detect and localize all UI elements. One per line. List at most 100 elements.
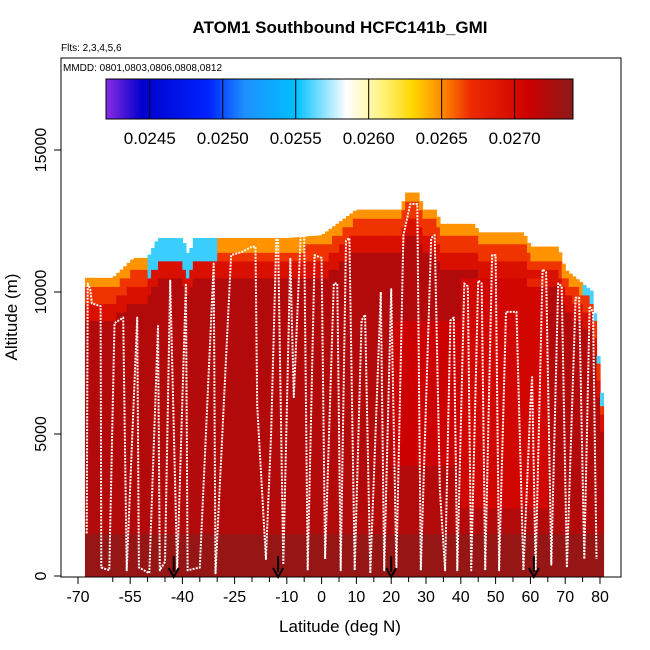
heatmap-cell xyxy=(297,414,302,424)
heatmap-cell xyxy=(95,397,100,407)
heatmap-cell xyxy=(189,490,194,500)
heatmap-cell xyxy=(252,448,257,458)
heatmap-cell xyxy=(175,320,180,330)
heatmap-cell xyxy=(429,533,434,543)
heatmap-cell xyxy=(394,363,399,373)
heatmap-cell xyxy=(377,209,382,219)
heatmap-cell xyxy=(258,431,264,441)
heatmap-cell xyxy=(485,232,490,236)
heatmap-cell xyxy=(432,550,438,560)
heatmap-cell xyxy=(509,354,514,364)
heatmap-cell xyxy=(506,388,511,398)
heatmap-cell xyxy=(450,524,455,534)
heatmap-cell xyxy=(217,311,222,321)
heatmap-cell xyxy=(234,303,239,313)
heatmap-cell xyxy=(252,405,257,415)
heatmap-cell xyxy=(88,422,93,432)
heatmap-cell xyxy=(325,380,330,390)
heatmap-cell xyxy=(314,465,319,475)
heatmap-cell xyxy=(210,524,215,534)
heatmap-cell xyxy=(265,439,270,449)
heatmap-cell xyxy=(192,260,197,270)
heatmap-cell xyxy=(467,337,472,347)
heatmap-cell xyxy=(227,294,232,304)
heatmap-cell xyxy=(332,252,337,262)
heatmap-cell xyxy=(408,354,413,364)
heatmap-cell xyxy=(460,550,465,560)
heatmap-cell xyxy=(189,431,194,441)
heatmap-cell xyxy=(492,252,497,262)
heatmap-cell xyxy=(450,380,455,390)
heatmap-cell xyxy=(206,397,211,407)
heatmap-cell xyxy=(460,397,465,407)
heatmap-cell xyxy=(325,269,330,279)
heatmap-cell xyxy=(450,507,455,517)
heatmap-cell xyxy=(248,541,253,552)
heatmap-cell xyxy=(370,303,375,313)
heatmap-cell xyxy=(300,499,305,509)
heatmap-cell xyxy=(439,465,444,475)
heatmap-cell xyxy=(272,363,277,373)
heatmap-cell xyxy=(95,507,100,517)
heatmap-cell xyxy=(471,345,476,356)
heatmap-cell xyxy=(241,448,246,458)
heatmap-cell xyxy=(495,363,500,373)
heatmap-cell xyxy=(443,260,448,270)
heatmap-cell xyxy=(513,524,518,534)
heatmap-cell xyxy=(311,456,316,466)
heatmap-cell xyxy=(95,414,100,424)
heatmap-cell xyxy=(311,235,316,245)
heatmap-cell xyxy=(171,286,177,296)
heatmap-cell xyxy=(405,328,410,339)
heatmap-cell xyxy=(318,431,323,441)
heatmap-cell xyxy=(192,252,197,262)
heatmap-cell xyxy=(384,507,389,517)
heatmap-cell xyxy=(178,354,183,364)
heatmap-cell xyxy=(412,414,417,424)
heatmap-cell xyxy=(457,235,462,245)
heatmap-cell xyxy=(328,567,333,577)
chart-title: ATOM1 Southbound HCFC141b_GMI xyxy=(193,18,488,37)
heatmap-cell xyxy=(140,337,145,347)
heatmap-cell xyxy=(255,354,260,364)
heatmap-cell xyxy=(318,337,323,347)
heatmap-cell xyxy=(366,243,371,253)
heatmap-cell xyxy=(495,465,500,475)
heatmap-cell xyxy=(245,328,250,339)
heatmap-cell xyxy=(265,414,270,424)
heatmap-cell xyxy=(506,405,511,415)
heatmap-cell xyxy=(492,516,497,526)
heatmap-cell xyxy=(238,238,243,245)
heatmap-cell xyxy=(272,550,277,560)
heatmap-cell xyxy=(161,311,166,321)
heatmap-cell xyxy=(314,380,319,390)
heatmap-cell xyxy=(391,209,396,219)
heatmap-cell xyxy=(335,226,340,236)
heatmap-cell xyxy=(478,260,483,270)
heatmap-cell xyxy=(339,269,344,279)
heatmap-cell xyxy=(158,397,163,407)
heatmap-cell xyxy=(321,269,326,279)
heatmap-cell xyxy=(457,260,462,270)
heatmap-cell xyxy=(467,320,472,330)
heatmap-cell xyxy=(485,414,490,424)
heatmap-cell xyxy=(245,422,250,432)
heatmap-cell xyxy=(366,277,371,287)
heatmap-cell xyxy=(213,354,218,364)
heatmap-cell xyxy=(88,533,93,543)
heatmap-cell xyxy=(405,482,410,492)
heatmap-cell xyxy=(178,422,183,432)
heatmap-cell xyxy=(349,380,354,390)
heatmap-cell xyxy=(234,533,239,543)
heatmap-cell xyxy=(241,533,246,543)
heatmap-cell xyxy=(366,456,371,466)
heatmap-cell xyxy=(387,397,392,407)
heatmap-cell xyxy=(335,482,340,492)
heatmap-cell xyxy=(408,448,413,458)
heatmap-cell xyxy=(439,311,444,321)
heatmap-cell xyxy=(171,371,177,381)
heatmap-cell xyxy=(217,320,222,330)
heatmap-cell xyxy=(499,235,504,245)
heatmap-cell xyxy=(450,465,455,475)
heatmap-cell xyxy=(391,337,396,347)
